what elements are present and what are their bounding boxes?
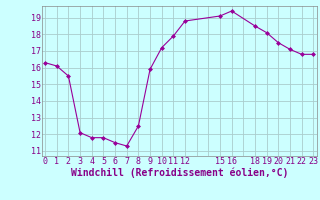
X-axis label: Windchill (Refroidissement éolien,°C): Windchill (Refroidissement éolien,°C) [70,167,288,178]
